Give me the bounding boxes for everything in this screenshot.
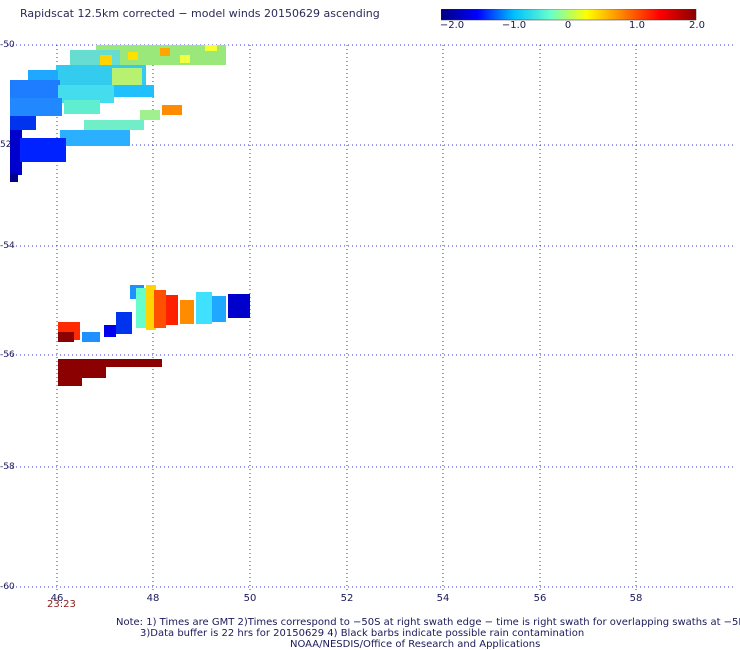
lat-tick-label: -56	[0, 350, 15, 360]
lon-tick-label: 46	[50, 593, 64, 604]
lon-tick-label: 54	[436, 593, 450, 604]
note-line-1: Note: 1) Times are GMT 2)Times correspon…	[116, 617, 740, 628]
wind-map	[8, 44, 735, 590]
lon-tick-label: 52	[340, 593, 354, 604]
lon-tick-label: 50	[243, 593, 257, 604]
chart-title: Rapidscat 12.5km corrected − model winds…	[20, 7, 380, 20]
swath-upper	[10, 45, 226, 182]
colorbar-label: 1.0	[629, 20, 645, 31]
colorbar-label: −2.0	[439, 20, 465, 31]
lon-tick-label: 58	[629, 593, 643, 604]
swath-time-label: 23:23	[47, 599, 76, 610]
lon-tick-label: 48	[146, 593, 160, 604]
note-line-2: 3)Data buffer is 22 hrs for 20150629 4) …	[140, 628, 585, 639]
colorbar-label: 2.0	[689, 20, 705, 31]
note-line-3: NOAA/NESDIS/Office of Research and Appli…	[290, 639, 541, 650]
colorbar-label: −1.0	[501, 20, 527, 31]
lat-tick-label: 52	[0, 140, 12, 150]
lat-tick-label: -50	[0, 40, 15, 50]
lat-tick-label: -54	[0, 241, 15, 251]
swath-middle	[58, 285, 250, 342]
colorbar-label: 0	[564, 20, 572, 31]
lon-tick-label: 56	[533, 593, 547, 604]
swath-lower	[58, 359, 162, 386]
colorbar	[441, 9, 697, 21]
lat-tick-label: -60	[0, 582, 15, 592]
lat-tick-label: -58	[0, 462, 15, 472]
